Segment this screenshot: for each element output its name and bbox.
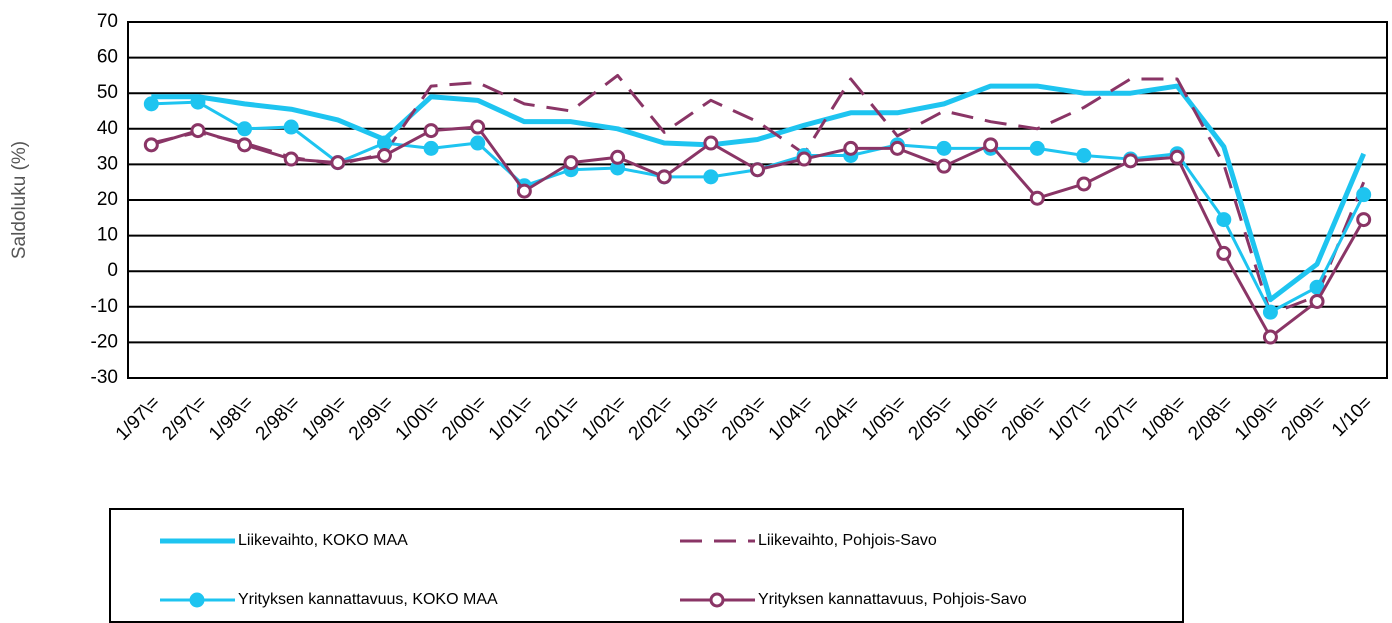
point-marker	[1262, 329, 1278, 345]
point-marker	[1309, 293, 1325, 309]
x-tick-label: 2/07\=	[1091, 392, 1144, 445]
point-marker	[1356, 187, 1372, 203]
point-marker	[610, 149, 626, 165]
x-tick-label: 2/98\=	[252, 392, 305, 445]
point-marker	[237, 121, 253, 137]
line-series	[150, 73, 1366, 316]
legend-label: Yrityksen kannattavuus, KOKO MAA	[238, 591, 498, 608]
point-marker	[936, 158, 952, 174]
point-marker	[796, 151, 812, 167]
x-tick-label: 2/04\=	[811, 392, 864, 445]
point-marker	[423, 140, 439, 156]
x-tick-label: 2/97\=	[158, 392, 211, 445]
legend-label: Liikevaihto, Pohjois-Savo	[758, 532, 937, 549]
legend-label: Liikevaihto, KOKO MAA	[238, 532, 408, 549]
x-tick-label: 1/03\=	[671, 392, 724, 445]
x-tick-label: 2/99\=	[345, 392, 398, 445]
y-tick-label: 20	[97, 189, 118, 210]
point-marker	[656, 169, 672, 185]
x-tick-label: 2/09\=	[1278, 392, 1331, 445]
point-marker	[563, 155, 579, 171]
point-marker	[283, 119, 299, 135]
point-marker	[889, 140, 905, 156]
point-marker	[936, 140, 952, 156]
y-tick-label: -30	[91, 367, 118, 388]
y-axis-label: Saldoluku (%)	[9, 141, 30, 259]
point-marker	[1216, 212, 1232, 228]
point-marker	[376, 148, 392, 163]
legend-marker	[189, 592, 205, 608]
point-marker	[1262, 304, 1278, 320]
x-tick-label: 1/05\=	[858, 392, 911, 445]
x-tick-label: 1/10=	[1328, 392, 1377, 441]
point-marker	[470, 135, 486, 151]
point-marker	[1029, 140, 1045, 156]
point-marker	[843, 140, 859, 156]
point-marker	[470, 119, 486, 135]
plot-frame	[127, 21, 1388, 379]
point-marker	[1309, 279, 1325, 295]
point-marker	[703, 169, 719, 185]
point-marker	[1029, 190, 1045, 206]
point-marker	[237, 137, 253, 153]
point-marker	[1123, 153, 1139, 169]
x-tick-label: 1/99\=	[298, 392, 351, 445]
point-marker	[1216, 245, 1232, 261]
point-marker	[376, 135, 392, 151]
legend-box	[109, 508, 1184, 623]
x-tick-label: 2/06\=	[998, 392, 1051, 445]
legend-marker	[709, 592, 725, 608]
point-marker	[1076, 148, 1092, 163]
x-tick-label: 1/09\=	[1231, 392, 1284, 445]
y-tick-label: -20	[91, 331, 118, 352]
point-marker	[143, 137, 159, 153]
point-marker	[143, 96, 159, 112]
x-tick-label: 2/01\=	[531, 392, 584, 445]
y-tick-label: 50	[97, 82, 118, 103]
y-tick-label: 10	[97, 225, 118, 246]
point-marker	[516, 183, 532, 199]
x-tick-label: 1/97\=	[112, 392, 165, 445]
x-tick-label: 1/01\=	[485, 392, 538, 445]
y-tick-label: -10	[91, 296, 118, 317]
line-series	[151, 100, 1366, 314]
line-series	[151, 83, 1366, 303]
x-tick-label: 2/05\=	[905, 392, 958, 445]
x-tick-label: 2/00\=	[438, 392, 491, 445]
point-marker	[1169, 149, 1185, 165]
point-marker	[1356, 212, 1372, 228]
x-tick-label: 1/02\=	[578, 392, 631, 445]
y-tick-label: 30	[97, 153, 118, 174]
x-tick-label: 2/03\=	[718, 392, 771, 445]
point-marker	[703, 135, 719, 151]
point-marker	[190, 123, 206, 139]
point-marker	[983, 137, 999, 153]
point-marker	[190, 94, 206, 110]
point-marker	[750, 162, 765, 178]
y-tick-label: 0	[107, 260, 118, 281]
y-tick-label: 70	[97, 11, 118, 32]
x-tick-label: 1/98\=	[205, 392, 258, 445]
legend-label: Yrityksen kannattavuus, Pohjois-Savo	[758, 591, 1027, 608]
point-marker	[283, 151, 299, 167]
x-tick-label: 1/00\=	[392, 392, 445, 445]
point-marker	[1076, 176, 1092, 192]
y-tick-label: 60	[97, 47, 118, 68]
x-tick-label: 1/07\=	[1044, 392, 1097, 445]
x-tick-label: 1/08\=	[1138, 392, 1191, 445]
x-tick-label: 1/06\=	[951, 392, 1004, 445]
point-marker	[423, 123, 439, 139]
x-tick-label: 2/02\=	[625, 392, 678, 445]
x-tick-label: 1/04\=	[765, 392, 818, 445]
x-tick-label: 2/08\=	[1184, 392, 1237, 445]
y-tick-label: 40	[97, 118, 118, 139]
point-marker	[330, 155, 346, 171]
